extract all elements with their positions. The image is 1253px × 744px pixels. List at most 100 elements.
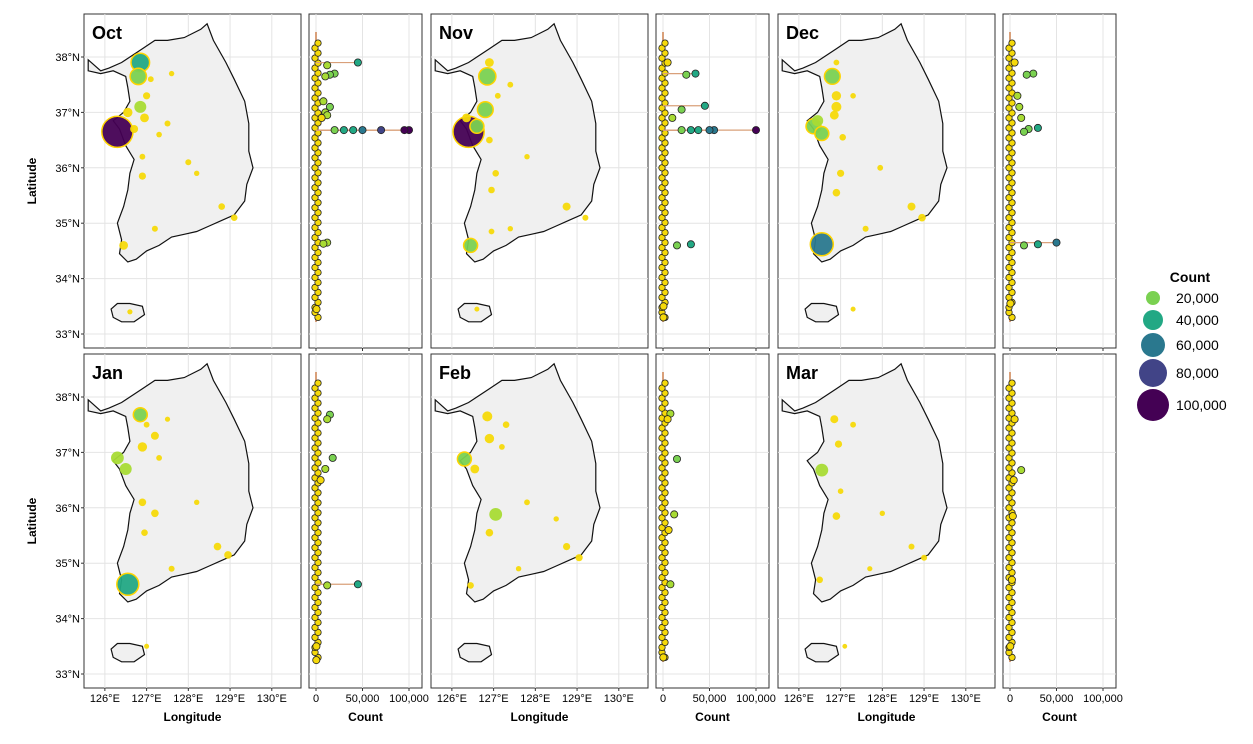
axes-text: 33°N 34°N 35°N 36°N 37°N 38°N Latitude 33°N 34°N… — [25, 52, 1123, 724]
panel-title-feb: Feb — [439, 363, 471, 383]
strip-point — [686, 126, 695, 135]
strip-point — [349, 126, 358, 135]
map-point — [111, 451, 124, 465]
x-axis-title-count: Count — [1042, 710, 1077, 724]
map-point — [488, 228, 495, 235]
strip-point — [323, 61, 332, 70]
panel-title-nov: Nov — [439, 23, 473, 43]
map-point — [194, 499, 200, 505]
strip-point — [1006, 299, 1015, 308]
strip-point — [664, 526, 673, 535]
strip-point — [691, 69, 700, 78]
lat-tick-label: 37°N — [55, 107, 80, 119]
map-point — [156, 131, 162, 138]
map-point — [129, 67, 148, 86]
strip-point — [353, 58, 362, 67]
strip-point — [1022, 70, 1031, 79]
strip-point — [314, 39, 322, 47]
strip-point — [377, 126, 386, 135]
map-point — [907, 202, 916, 211]
strip-point — [1008, 512, 1017, 521]
strip-point — [325, 102, 334, 111]
lon-tick-label: 129°E — [215, 693, 245, 705]
map-point — [127, 309, 133, 315]
count-tick-label: 0 — [660, 693, 666, 705]
lon-tick-label: 128°E — [867, 693, 897, 705]
strip-frame-jan — [308, 353, 423, 689]
map-point — [462, 113, 471, 123]
strip-point — [1013, 91, 1022, 100]
strip-point — [353, 580, 362, 589]
count-tick-label: 50,000 — [693, 693, 727, 705]
strip-point — [312, 642, 321, 651]
map-point — [138, 498, 147, 507]
map-point — [467, 582, 474, 589]
strip-point — [317, 113, 326, 122]
map-point — [575, 554, 583, 562]
strip-point — [677, 126, 686, 135]
strip-frame-nov — [655, 13, 770, 349]
strip-point — [314, 379, 322, 387]
map-point — [582, 214, 589, 221]
strip-point — [682, 70, 691, 79]
lon-tick-label: 130°E — [257, 693, 287, 705]
map-point — [132, 406, 149, 423]
map-point — [147, 76, 154, 83]
x-axis-title-count: Count — [695, 710, 730, 724]
map-point — [499, 444, 505, 450]
map-point — [823, 67, 841, 86]
map-point — [119, 241, 128, 250]
map-point — [185, 159, 192, 166]
lon-tick-label: 128°E — [173, 693, 203, 705]
strip-point — [694, 126, 703, 135]
strip-point — [1015, 102, 1024, 111]
lat-tick-label: 37°N — [55, 447, 80, 459]
strip-frame-feb — [655, 353, 770, 689]
map-point — [814, 125, 830, 142]
strip-point — [1006, 642, 1015, 651]
strip-point — [1010, 58, 1019, 67]
panel-title-dec: Dec — [786, 23, 819, 43]
map-point — [918, 213, 926, 222]
strip-point — [1052, 238, 1061, 247]
map-point — [862, 225, 869, 232]
count-tick-label: 100,000 — [389, 693, 429, 705]
map-point — [164, 416, 171, 422]
lat-tick-label: 36°N — [55, 503, 80, 515]
lat-tick-label: 38°N — [55, 392, 80, 404]
map-point — [150, 431, 159, 440]
count-tick-label: 100,000 — [736, 693, 776, 705]
x-axis-title-count: Count — [348, 710, 383, 724]
strip-point — [666, 580, 675, 589]
map-point — [562, 202, 571, 211]
strip-point — [659, 313, 668, 322]
map-point — [492, 170, 500, 177]
map-point — [507, 226, 513, 232]
map-point — [850, 93, 856, 99]
strip-point — [1007, 575, 1016, 584]
map-point — [563, 543, 571, 551]
panel-title-mar: Mar — [786, 363, 818, 383]
legend-label-20000: 20,000 — [1176, 290, 1219, 306]
map-point — [837, 488, 844, 495]
lon-tick-label: 127°E — [132, 693, 162, 705]
count-tick-label: 50,000 — [1040, 693, 1074, 705]
map-point — [230, 214, 238, 221]
strip-point — [1033, 123, 1042, 132]
x-axis-title-longitude: Longitude — [511, 710, 569, 724]
y-axis-title: Latitude — [25, 497, 39, 544]
map-point — [134, 100, 147, 113]
map-point — [462, 237, 479, 254]
legend: Count 20,000 40,000 60,000 80,000 100,00… — [1137, 269, 1227, 421]
map-point — [815, 463, 829, 477]
strip-point — [1020, 241, 1029, 250]
map-point — [168, 70, 175, 77]
map-point — [194, 170, 200, 176]
strip-point — [1029, 69, 1038, 78]
panel-nov: Nov — [430, 13, 770, 349]
strip-frame-oct — [308, 13, 423, 349]
map-point — [553, 516, 559, 522]
lat-tick-label: 36°N — [55, 163, 80, 175]
map-point — [164, 120, 171, 127]
map-point — [524, 154, 530, 160]
